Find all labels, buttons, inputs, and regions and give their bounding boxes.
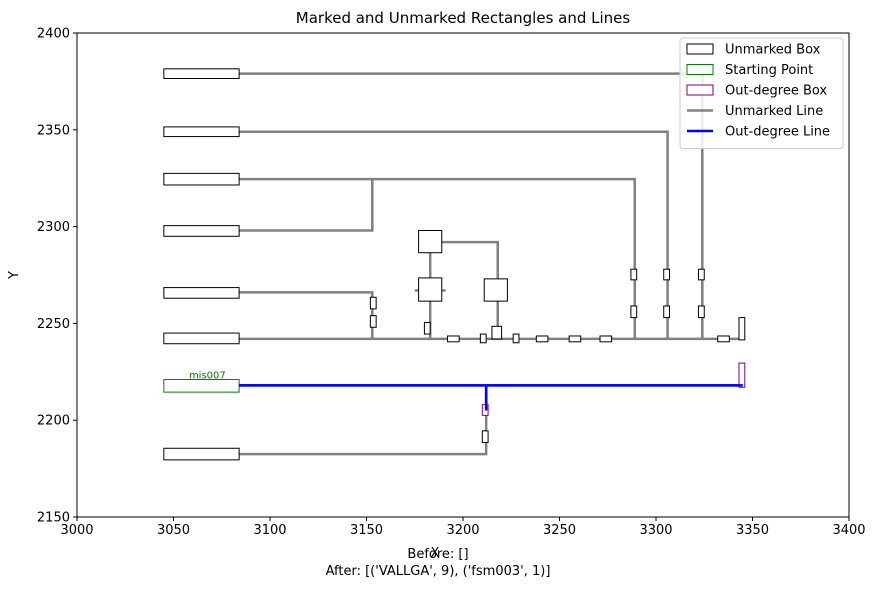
legend-label-3: Unmarked Line bbox=[725, 104, 823, 119]
unmarked-box-18 bbox=[568, 335, 582, 343]
unmarked-box-16 bbox=[512, 333, 520, 344]
legend-swatch-0 bbox=[686, 43, 714, 55]
legend-swatch-1 bbox=[686, 64, 714, 75]
unmarked-box-12 bbox=[423, 321, 431, 335]
x-tick-label-1: 3050 bbox=[157, 523, 190, 538]
unmarked-box-26 bbox=[717, 335, 730, 343]
legend-swatch-2 bbox=[686, 84, 714, 96]
y-tick-label-3: 2300 bbox=[37, 220, 70, 235]
x-tick-label-6: 3300 bbox=[639, 523, 672, 538]
unmarked-box-20 bbox=[630, 268, 638, 281]
legend-label-1: Starting Point bbox=[725, 63, 813, 78]
legend-label-4: Out-degree Line bbox=[725, 125, 830, 140]
unmarked-box-7 bbox=[418, 229, 443, 254]
unmarked-box-13 bbox=[447, 335, 460, 343]
unmarked-line-7 bbox=[430, 240, 499, 334]
unmarked-box-8 bbox=[418, 277, 443, 302]
caption-before: Before: [] bbox=[407, 547, 469, 562]
y-axis-label: Y bbox=[7, 271, 22, 280]
unmarked-line-9 bbox=[239, 410, 488, 456]
unmarked-line-3 bbox=[239, 179, 374, 232]
x-tick-label-8: 3400 bbox=[832, 523, 865, 538]
starting-point-label: mis007 bbox=[189, 371, 226, 382]
unmarked-box-22 bbox=[663, 268, 671, 281]
unmarked-box-24 bbox=[697, 268, 705, 281]
unmarked-box-11 bbox=[369, 315, 377, 328]
legend: Unmarked Box Starting Point Out-degree Box… bbox=[679, 37, 844, 149]
unmarked-box-15 bbox=[491, 325, 503, 340]
axis-ticks: 3000 3050 3100 3150 3200 3250 3300 3350 3400 2150… bbox=[37, 27, 866, 539]
unmarked-box-10 bbox=[369, 296, 377, 310]
outdegree-box-0 bbox=[738, 362, 746, 388]
unmarked-box-0 bbox=[163, 68, 240, 79]
unmarked-box-4 bbox=[163, 287, 240, 299]
x-tick-label-5: 3250 bbox=[543, 523, 576, 538]
unmarked-box-3 bbox=[163, 225, 240, 237]
unmarked-box-5 bbox=[163, 332, 240, 345]
unmarked-line-2 bbox=[239, 177, 637, 339]
unmarked-box-28 bbox=[481, 430, 489, 443]
y-tick-label-2: 2250 bbox=[37, 317, 70, 332]
x-tick-label-0: 3000 bbox=[60, 523, 93, 538]
legend-label-2: Out-degree Box bbox=[725, 84, 827, 99]
legend-label-0: Unmarked Box bbox=[725, 43, 821, 58]
y-tick-label-0: 2150 bbox=[37, 511, 70, 526]
boxes-layer bbox=[163, 68, 746, 461]
unmarked-box-21 bbox=[630, 305, 638, 319]
unmarked-box-2 bbox=[163, 172, 240, 186]
unmarked-box-25 bbox=[697, 305, 705, 319]
x-axis-label: X bbox=[431, 546, 440, 561]
x-tick-label-2: 3100 bbox=[253, 523, 286, 538]
x-tick-label-4: 3200 bbox=[446, 523, 479, 538]
unmarked-box-17 bbox=[535, 335, 549, 343]
unmarked-box-6 bbox=[163, 447, 240, 461]
x-tick-label-7: 3350 bbox=[736, 523, 769, 538]
unmarked-box-9 bbox=[483, 278, 508, 302]
y-tick-label-5: 2400 bbox=[37, 27, 70, 42]
unmarked-box-27 bbox=[738, 317, 746, 341]
unmarked-box-19 bbox=[599, 335, 613, 343]
x-tick-label-3: 3150 bbox=[350, 523, 383, 538]
caption-after: After: [('VALLGA', 9), ('fsm003', 1)] bbox=[325, 564, 551, 579]
unmarked-box-1 bbox=[163, 126, 240, 138]
legend-frame bbox=[679, 37, 844, 149]
y-tick-label-4: 2350 bbox=[37, 123, 70, 138]
unmarked-box-23 bbox=[663, 305, 671, 319]
y-tick-label-1: 2200 bbox=[37, 414, 70, 429]
unmarked-box-14 bbox=[479, 333, 487, 344]
chart-title: Marked and Unmarked Rectangles and Lines bbox=[296, 9, 631, 27]
